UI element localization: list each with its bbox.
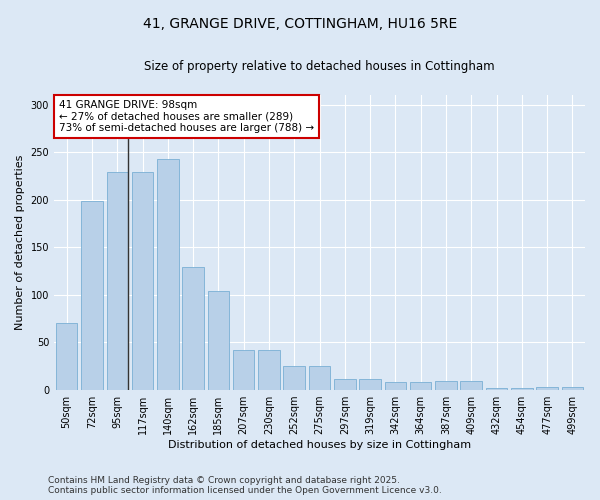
Bar [562, 387, 583, 390]
Bar [334, 378, 356, 390]
Y-axis label: Number of detached properties: Number of detached properties [15, 155, 25, 330]
Title: Size of property relative to detached houses in Cottingham: Size of property relative to detached ho… [144, 60, 495, 73]
Bar [56, 324, 77, 390]
Bar [233, 350, 254, 390]
Bar [208, 291, 229, 390]
Bar [258, 350, 280, 390]
Bar [359, 378, 381, 390]
Bar [132, 172, 153, 390]
Text: 41, GRANGE DRIVE, COTTINGHAM, HU16 5RE: 41, GRANGE DRIVE, COTTINGHAM, HU16 5RE [143, 18, 457, 32]
Bar [107, 172, 128, 390]
Bar [410, 382, 431, 390]
Bar [536, 387, 558, 390]
Bar [283, 366, 305, 390]
Bar [511, 388, 533, 390]
Text: 41 GRANGE DRIVE: 98sqm
← 27% of detached houses are smaller (289)
73% of semi-de: 41 GRANGE DRIVE: 98sqm ← 27% of detached… [59, 100, 314, 133]
Bar [486, 388, 507, 390]
Bar [385, 382, 406, 390]
Text: Contains HM Land Registry data © Crown copyright and database right 2025.
Contai: Contains HM Land Registry data © Crown c… [48, 476, 442, 495]
X-axis label: Distribution of detached houses by size in Cottingham: Distribution of detached houses by size … [168, 440, 471, 450]
Bar [182, 268, 204, 390]
Bar [460, 380, 482, 390]
Bar [81, 200, 103, 390]
Bar [435, 380, 457, 390]
Bar [157, 159, 179, 390]
Bar [309, 366, 330, 390]
